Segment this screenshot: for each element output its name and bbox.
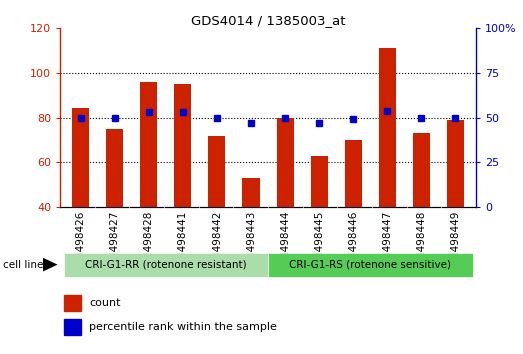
Bar — [106, 129, 123, 207]
Text: GSM498448: GSM498448 — [416, 211, 426, 274]
Text: GSM498443: GSM498443 — [246, 211, 256, 274]
Text: GSM498428: GSM498428 — [144, 211, 154, 274]
Bar — [72, 108, 89, 207]
Text: percentile rank within the sample: percentile rank within the sample — [89, 321, 277, 332]
Bar — [64, 319, 81, 335]
Text: count: count — [89, 298, 121, 308]
Bar — [345, 140, 362, 207]
Polygon shape — [43, 258, 58, 272]
Text: GSM498427: GSM498427 — [110, 211, 120, 274]
Bar — [208, 136, 225, 207]
Text: GSM498449: GSM498449 — [450, 211, 460, 274]
Text: GSM498441: GSM498441 — [178, 211, 188, 274]
Text: GSM498442: GSM498442 — [212, 211, 222, 274]
Bar — [277, 118, 293, 207]
Text: GDS4014 / 1385003_at: GDS4014 / 1385003_at — [191, 14, 345, 27]
Text: cell line: cell line — [3, 259, 43, 270]
Bar — [64, 295, 81, 311]
Text: GSM498446: GSM498446 — [348, 211, 358, 274]
Text: GSM498444: GSM498444 — [280, 211, 290, 274]
Text: GSM498445: GSM498445 — [314, 211, 324, 274]
Bar — [311, 156, 328, 207]
Bar — [413, 133, 430, 207]
Text: CRI-G1-RR (rotenone resistant): CRI-G1-RR (rotenone resistant) — [85, 259, 247, 270]
Bar — [243, 178, 259, 207]
Bar — [268, 253, 472, 276]
Text: GSM498447: GSM498447 — [382, 211, 392, 274]
Bar — [140, 82, 157, 207]
Bar — [64, 253, 268, 276]
Text: CRI-G1-RS (rotenone sensitive): CRI-G1-RS (rotenone sensitive) — [289, 259, 451, 270]
Bar — [379, 48, 396, 207]
Bar — [447, 120, 464, 207]
Text: GSM498426: GSM498426 — [76, 211, 86, 274]
Bar — [174, 84, 191, 207]
